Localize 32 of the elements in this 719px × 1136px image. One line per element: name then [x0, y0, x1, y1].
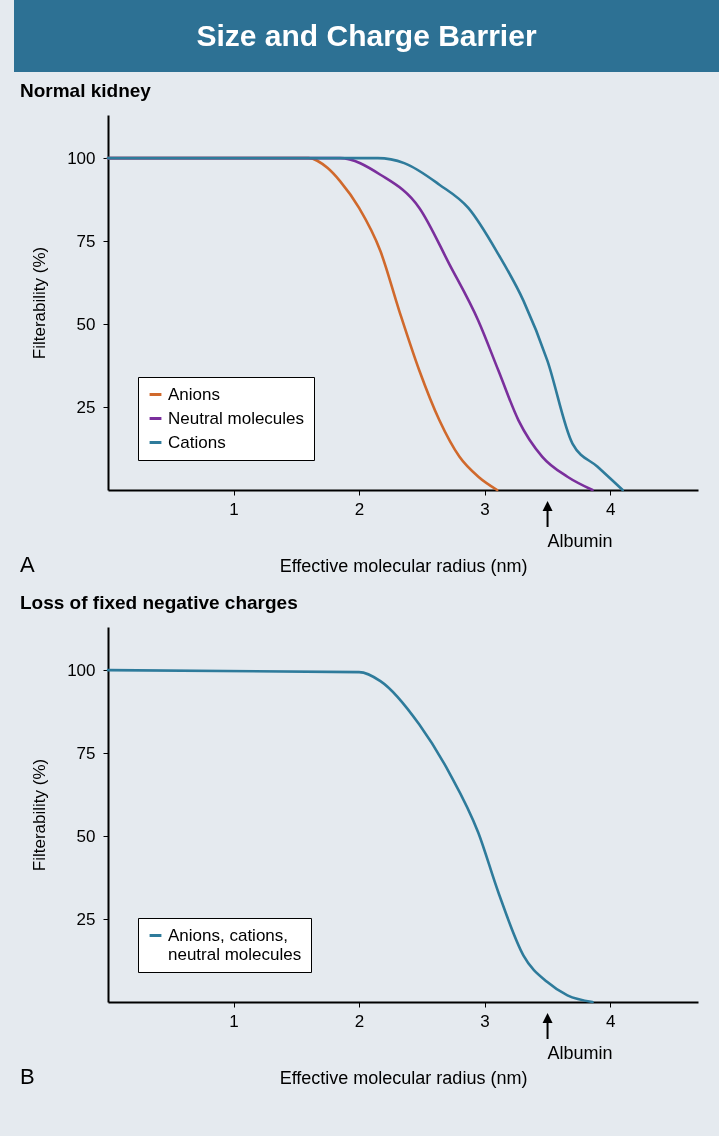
y-tick-label: 25 [76, 397, 96, 417]
y-tick-label: 75 [76, 231, 96, 251]
y-axis-title: Filterability (%) [30, 758, 50, 872]
x-axis-title: Effective molecular radius (nm) [279, 1067, 528, 1088]
x-axis-title: Effective molecular radius (nm) [279, 555, 528, 576]
line-series [106, 668, 594, 1004]
chart-title: Loss of fixed negative charges [20, 592, 298, 613]
x-tick-label: 3 [480, 1011, 490, 1031]
y-tick-label: 50 [76, 826, 96, 846]
x-tick-label: 4 [605, 499, 616, 519]
x-tick-label: 4 [605, 1011, 616, 1031]
legend-label: Anions, cations, neutral molecules [168, 925, 302, 964]
x-tick-label: 3 [480, 499, 490, 519]
y-tick-label: 50 [76, 314, 96, 334]
y-tick-label: 75 [76, 743, 96, 763]
y-tick-label: 25 [76, 909, 96, 929]
x-tick-label: 2 [354, 1011, 365, 1031]
legend-label: Cations [168, 432, 226, 452]
y-tick-label: 100 [67, 148, 96, 168]
x-tick-label: 2 [354, 499, 365, 519]
y-axis-title: Filterability (%) [30, 246, 50, 360]
text: A [20, 552, 35, 577]
legend-label: Anions [168, 384, 220, 404]
text: Albumin [547, 1043, 613, 1063]
chart-subtitle: Normal kidney [20, 80, 152, 101]
legend-label: Neutral molecules [168, 408, 305, 428]
text: B [20, 1064, 35, 1089]
y-tick-label: 100 [67, 660, 96, 680]
x-tick-label: 1 [229, 1011, 239, 1031]
chart-title: Size and Charge Barrier [14, 0, 719, 72]
text: Albumin [547, 531, 613, 551]
x-tick-label: 1 [229, 499, 239, 519]
